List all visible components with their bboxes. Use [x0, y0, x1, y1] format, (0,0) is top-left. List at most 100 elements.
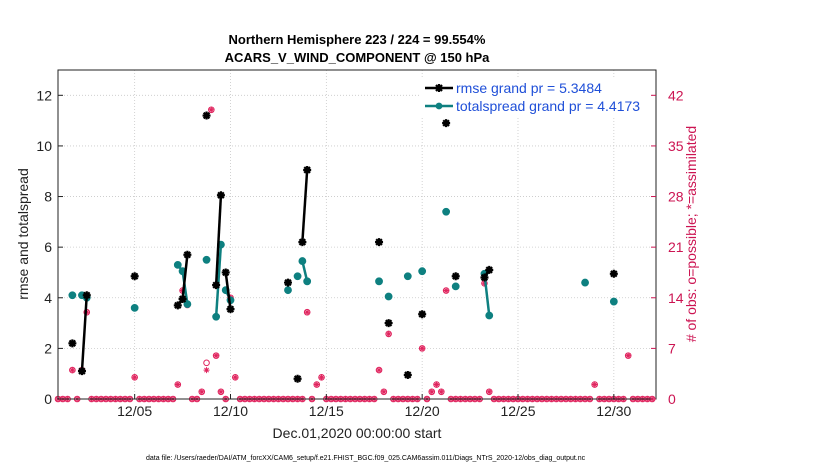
rmse-point — [298, 238, 307, 247]
chart-title-line1: Northern Hemisphere 223 / 224 = 99.554% — [229, 32, 486, 47]
obs-assimilated-marker — [213, 352, 220, 359]
spread-point — [202, 255, 211, 264]
obs-assimilated-marker — [232, 374, 239, 381]
rmse-point — [68, 339, 77, 348]
plot-frame — [57, 69, 657, 400]
spread-point — [442, 207, 451, 216]
axes: 12/05 12/10 12/15 12/20 12/25 12/30 0 2 4 6 8 10 12 0… — [36, 87, 683, 419]
rmse-line — [214, 195, 223, 286]
legend: rmse grand pr = 5.3484 totalspread grand… — [420, 78, 650, 118]
spread-point — [293, 272, 302, 281]
rmse-point — [77, 367, 86, 376]
obs-assimilated-marker — [591, 381, 598, 388]
y-left-tick-label: 8 — [44, 189, 52, 205]
rmse-point — [403, 370, 412, 379]
obs-assimilated-marker — [318, 374, 325, 381]
y-right-tick-label: 21 — [668, 239, 684, 255]
spread-line — [214, 244, 223, 317]
obs-assimilated-marker — [385, 330, 392, 337]
rmse-point — [293, 374, 302, 383]
rmse-point — [216, 191, 225, 200]
y-left-tick-label: 0 — [44, 391, 52, 407]
rmse-point — [442, 119, 451, 128]
x-tick-label: 12/10 — [213, 403, 248, 419]
y-right-tick-label: 7 — [668, 340, 676, 356]
rmse-point — [485, 265, 494, 274]
obs-assimilated-marker — [203, 367, 210, 374]
legend-spread-marker — [435, 102, 443, 110]
spread-point — [485, 311, 494, 320]
spread-point — [284, 286, 292, 295]
legend-spread-label: totalspread grand pr = 4.4173 — [456, 98, 640, 114]
rmse-point — [375, 238, 384, 247]
grid — [58, 70, 656, 399]
y-axis-label-left: rmse and totalspread — [15, 168, 31, 300]
x-tick-label: 12/30 — [596, 403, 631, 419]
obs-possible-marker — [203, 359, 210, 367]
footer-data-file: data file: /Users/raeder/DAI/ATM_forcXX/… — [146, 455, 586, 462]
y-left-tick-label: 4 — [44, 290, 52, 306]
rmse-line — [224, 272, 232, 310]
y-right-tick-label: 28 — [668, 189, 684, 205]
spread-point — [173, 260, 182, 269]
obs-assimilated-marker — [443, 287, 450, 294]
y-right-tick-label: 0 — [668, 391, 676, 407]
rmse-point — [609, 269, 618, 278]
y-left-tick-label: 2 — [44, 340, 52, 356]
obs-assimilated-marker — [486, 388, 493, 395]
spread-point — [418, 267, 427, 276]
spread-point — [403, 272, 412, 281]
rmse-point — [212, 281, 221, 290]
obs-assimilated-marker — [174, 381, 181, 388]
y-left-tick-label: 12 — [36, 87, 52, 103]
spread-point — [130, 303, 139, 312]
y-right-tick-label: 14 — [668, 290, 684, 306]
rmse-point — [284, 278, 292, 287]
obs-assimilated-marker — [313, 381, 320, 388]
legend-rmse-label: rmse grand pr = 5.3484 — [456, 80, 602, 96]
rmse-point — [82, 291, 91, 300]
chart-title-line2: ACARS_V_WIND_COMPONENT @ 150 hPa — [225, 50, 491, 65]
obs-assimilated-marker — [380, 388, 387, 395]
y-right-tick-label: 35 — [668, 138, 684, 154]
rmse-point — [303, 165, 312, 174]
spread-point — [609, 297, 618, 306]
rmse-point — [480, 273, 489, 282]
spread-point — [581, 278, 589, 287]
y-left-tick-label: 6 — [44, 239, 52, 255]
rmse-point — [202, 111, 211, 120]
spread-point — [68, 291, 77, 300]
spread-point — [375, 277, 383, 286]
rmse-line — [301, 169, 309, 243]
x-tick-label: 12/05 — [117, 403, 152, 419]
spread-point — [183, 300, 192, 308]
obs-assimilated-marker — [69, 367, 76, 374]
x-tick-label: 12/25 — [500, 403, 535, 419]
obs-assimilated-marker — [625, 352, 632, 359]
obs-assimilated-marker — [419, 345, 426, 352]
rmse-point — [130, 272, 139, 281]
rmse-point — [226, 305, 235, 314]
y-right-tick-label: 42 — [668, 87, 684, 103]
obs-assimilated-marker — [376, 367, 383, 374]
spread-point — [451, 282, 460, 291]
rmse-point — [173, 301, 182, 310]
plot-background — [58, 70, 656, 399]
legend-background — [420, 78, 650, 118]
rmse-point — [384, 319, 393, 328]
spread-point — [212, 312, 221, 321]
rmse-point — [183, 250, 192, 259]
x-tick-label: 12/15 — [309, 403, 344, 419]
x-tick-label: 12/20 — [405, 403, 440, 419]
obs-assimilated-marker — [438, 388, 445, 395]
obs-assimilated-marker — [217, 388, 224, 395]
y-left-tick-label: 10 — [36, 138, 52, 154]
obs-assimilated-marker — [198, 388, 205, 395]
series — [68, 83, 618, 383]
rmse-point — [451, 272, 460, 281]
obs-assimilated-marker — [304, 309, 311, 316]
rmse-point — [221, 268, 230, 277]
obs-assimilated-marker — [131, 374, 138, 381]
spread-point — [303, 277, 312, 286]
